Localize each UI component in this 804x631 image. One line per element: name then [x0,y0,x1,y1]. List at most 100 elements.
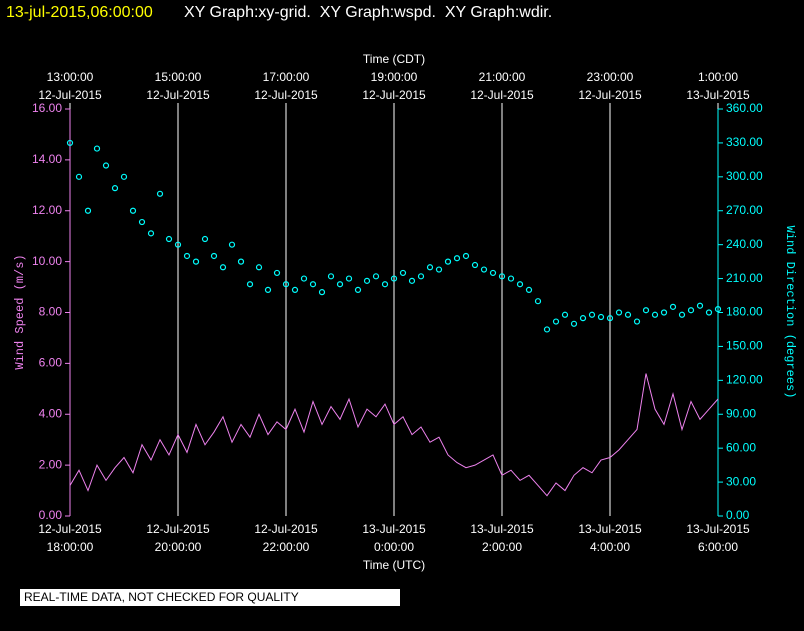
y-axis-label: Wind Speed (m/s) [13,254,27,369]
x2-tick-date: 12-Jul-2015 [38,88,102,102]
y2-tick-label: 240.00 [726,237,763,251]
series-point [66,139,74,147]
series-point [498,273,506,280]
series-point [246,281,254,288]
series-point [642,307,650,314]
series-point [93,145,101,152]
x2-tick-date: 12-Jul-2015 [362,88,426,102]
series-point [336,281,344,288]
x2-tick-time: 15:00:00 [155,70,202,84]
x2-tick-time: 19:00:00 [371,70,418,84]
series-point [588,311,596,318]
notice: REAL-TIME DATA, NOT CHECKED FOR QUALITY [24,590,299,604]
series-point [507,275,515,282]
series-point [714,306,722,313]
series-point [408,277,416,284]
series-point [138,218,146,226]
series-point [417,273,425,280]
series-point [660,309,668,316]
y2-tick-label: 30.00 [726,474,756,488]
series-point [534,298,542,305]
series-point [201,235,209,243]
x2-axis-label: Time (CDT) [363,52,425,66]
series-point [273,269,281,277]
series-point [462,252,470,260]
series-point [399,269,407,277]
y-tick-label: 10.00 [32,254,62,268]
series-point [120,173,128,180]
y2-axis-label: Wind Direction (degrees) [783,226,797,399]
series-point [300,275,308,282]
series-point [183,252,191,260]
x-tick-date: 13-Jul-2015 [686,522,750,536]
series-point [309,281,317,288]
series-point [354,286,362,293]
x-tick-time: 0:00:00 [374,540,414,554]
y2-tick-label: 270.00 [726,203,763,217]
series-point [318,289,326,296]
y2-tick-label: 330.00 [726,135,763,149]
y-tick-label: 12.00 [32,203,62,217]
y2-tick-label: 150.00 [726,339,763,353]
series-point [471,261,479,269]
series-point [192,258,200,265]
series-point [552,318,560,325]
series-point [606,315,614,322]
series-point [165,235,173,243]
series-point [84,207,92,214]
y2-tick-label: 180.00 [726,305,763,319]
series-point [687,307,695,314]
x2-tick-date: 12-Jul-2015 [578,88,642,102]
series-point [372,273,380,280]
series-point [264,286,272,293]
series-point [705,309,713,316]
series-point [381,281,389,288]
y2-tick-label: 360.00 [726,101,763,115]
y-tick-label: 14.00 [32,152,62,166]
series-point [453,255,461,262]
y2-tick-label: 300.00 [726,169,763,183]
series-point [480,266,488,273]
series-point [102,162,110,169]
x-tick-time: 22:00:00 [263,540,310,554]
x-tick-time: 2:00:00 [482,540,522,554]
series-point [219,264,227,271]
x2-tick-date: 13-Jul-2015 [686,88,750,102]
y2-tick-label: 60.00 [726,440,756,454]
x-axis-label: Time (UTC) [363,558,425,572]
x-tick-time: 6:00:00 [698,540,738,554]
series-point [228,241,236,248]
series-point [561,311,569,318]
series-point [282,281,290,288]
x2-tick-time: 13:00:00 [47,70,94,84]
y-tick-label: 4.00 [39,406,63,420]
series-point [255,264,263,271]
y2-tick-label: 90.00 [726,406,756,420]
series-point [624,311,632,318]
series-point [327,273,335,280]
series-point [156,190,164,197]
x-tick-time: 18:00:00 [47,540,94,554]
series-point [525,286,533,293]
series-point [390,275,398,282]
x-tick-time: 20:00:00 [155,540,202,554]
series-point [669,303,677,310]
series-point [363,277,371,284]
series-point [111,185,119,192]
x-tick-date: 12-Jul-2015 [254,522,318,536]
series-point [489,269,497,277]
series-point [75,173,83,180]
series-point [579,315,587,322]
x-tick-time: 4:00:00 [590,540,630,554]
series-point [210,252,218,260]
series-point [678,311,686,318]
y-tick-label: 2.00 [39,457,63,471]
x2-tick-time: 1:00:00 [698,70,738,84]
y-tick-label: 16.00 [32,101,62,115]
y2-tick-label: 120.00 [726,373,763,387]
series-point [129,207,137,214]
series-point [435,266,443,273]
